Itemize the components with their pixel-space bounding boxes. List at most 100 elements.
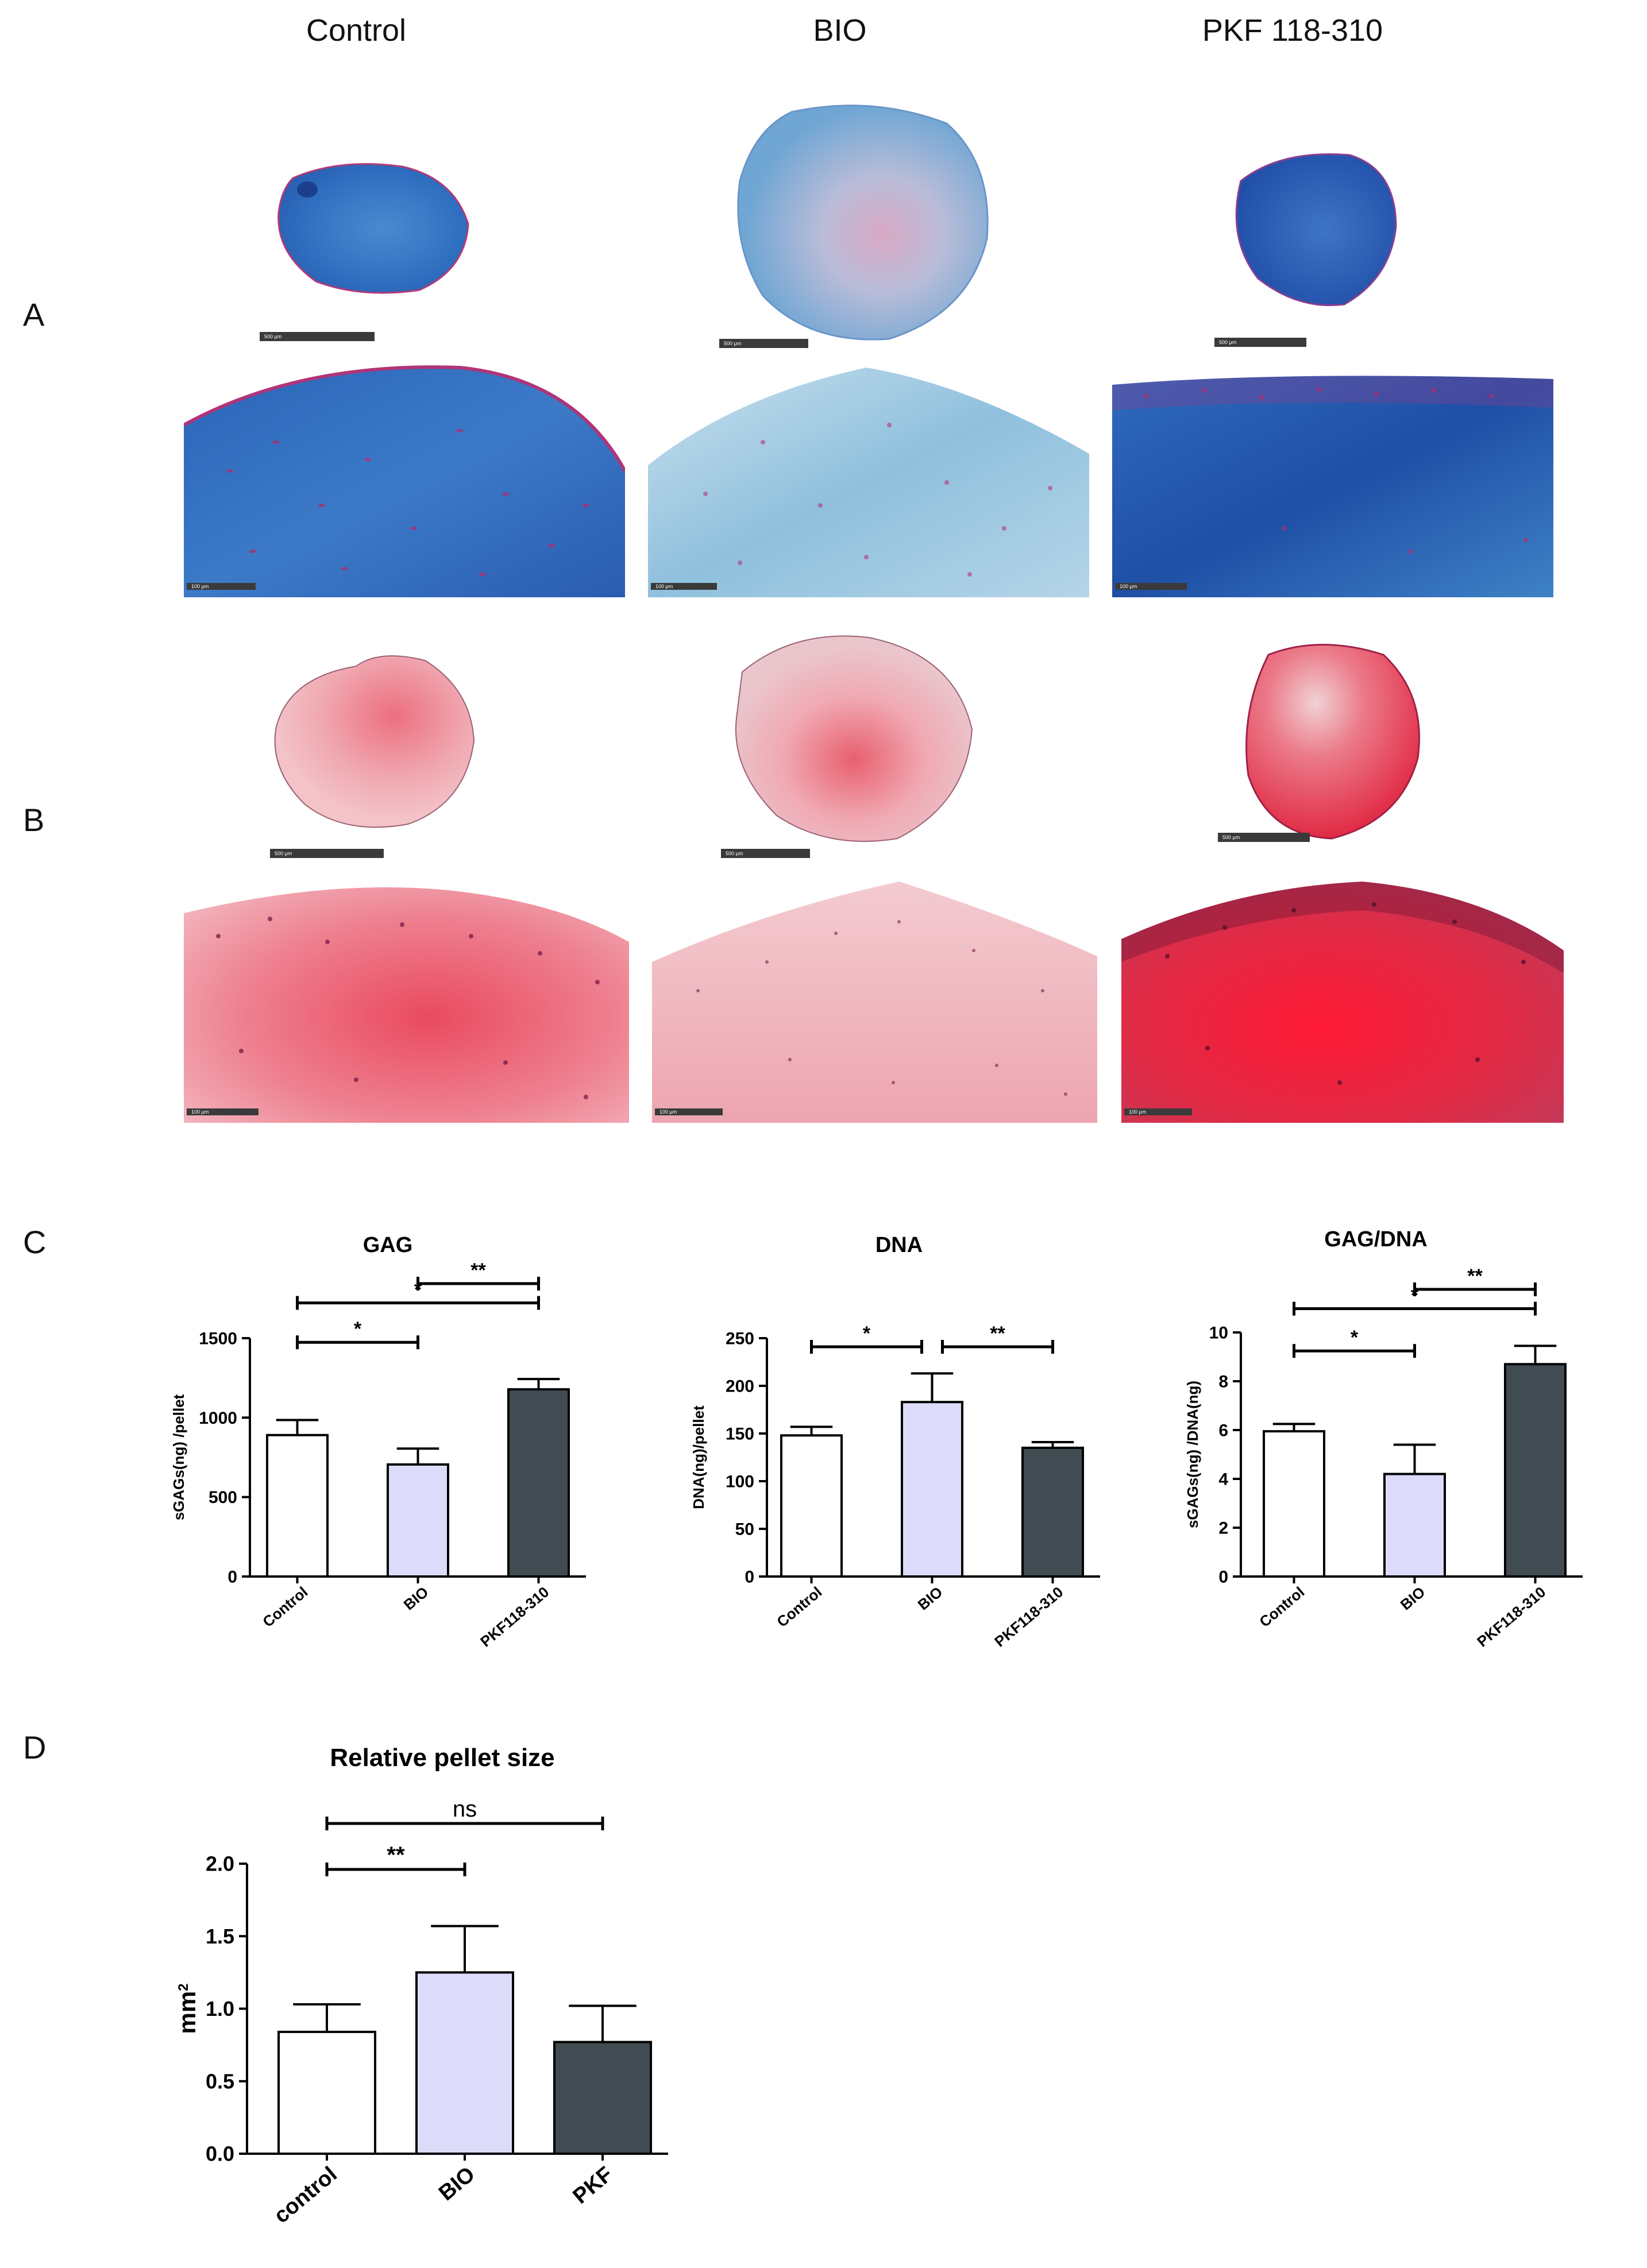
- bar: [1383, 1473, 1446, 1578]
- scale-bar: 500 μm: [721, 849, 810, 858]
- micrograph-a-pkf-detail: [1112, 356, 1553, 597]
- significance-label: *: [354, 1318, 362, 1340]
- panel-label-b: B: [23, 802, 45, 838]
- bar-chart-relative-pellet-size: Relative pellet size 0.0 0.5 1.0 1.5 2.0 mm2 co…: [173, 1744, 668, 2228]
- micrograph-b-bio-overview: [735, 635, 973, 842]
- scale-bar: 100 μm: [651, 583, 717, 590]
- bar: [266, 1434, 329, 1578]
- bar: [553, 2041, 652, 2155]
- micrograph-a-control-overview: [277, 163, 469, 294]
- bar-chart-gag: GAG 0 500 1000 1500 sGAGs(ng) /pellet Control B…: [170, 1233, 586, 1650]
- y-tick-label: 0: [1218, 1568, 1228, 1587]
- micrograph-b-pkf-overview: [1245, 644, 1420, 840]
- scale-bar-label: 500 μm: [275, 851, 292, 856]
- bar-chart-gag-dna: GAG/DNA 0 2 4 6 8 10 sGAGs(ng) /DNA(ng) Control B…: [1184, 1227, 1583, 1650]
- bar: [507, 1388, 570, 1578]
- y-tick-label: 6: [1218, 1421, 1228, 1440]
- bar: [901, 1401, 963, 1578]
- scale-bar-label: 500 μm: [726, 851, 743, 856]
- x-tick-label: Control: [1256, 1583, 1307, 1631]
- scale-bar: 100 μm: [187, 583, 256, 590]
- y-axis-label: DNA(ng)/pellet: [690, 1405, 707, 1509]
- bar: [1021, 1446, 1084, 1578]
- micrograph-a-control-detail: [184, 356, 625, 597]
- scale-bar-label: 100 μm: [659, 1109, 677, 1115]
- y-tick-label: 10: [1209, 1324, 1228, 1343]
- y-tick-label: 0: [745, 1568, 754, 1587]
- scale-bar-label: 100 μm: [1120, 584, 1137, 589]
- y-axis-label-superscript: 2: [176, 1983, 191, 1991]
- y-axis-label: mm2: [173, 1983, 200, 2034]
- y-tick-label: 8: [1218, 1373, 1228, 1392]
- y-axis-label: sGAGs(ng) /pellet: [170, 1394, 187, 1520]
- panel-label-a: A: [23, 296, 45, 333]
- scale-bar: 100 μm: [1124, 1108, 1192, 1115]
- chart-title: GAG/DNA: [1324, 1227, 1427, 1251]
- scale-bar: 100 μm: [187, 1108, 259, 1115]
- x-tick-label: PKF: [569, 2162, 618, 2209]
- panel-label-c: C: [23, 1224, 47, 1260]
- y-tick-label: 250: [726, 1330, 754, 1349]
- scale-bar: 500 μm: [1214, 338, 1306, 347]
- micrograph-a-pkf-overview: [1235, 153, 1397, 307]
- scale-bar-label: 100 μm: [655, 584, 673, 589]
- y-tick-label: 50: [735, 1520, 754, 1539]
- x-tick-label: BIO: [915, 1583, 946, 1614]
- scale-bar: 100 μm: [1115, 583, 1187, 590]
- significance-label: **: [387, 1842, 405, 1868]
- bar: [780, 1434, 843, 1578]
- bar: [1504, 1363, 1567, 1578]
- micrograph-a-bio-overview: [737, 105, 989, 341]
- significance-label: **: [470, 1259, 486, 1281]
- significance-label: **: [1467, 1265, 1483, 1287]
- scale-bar: 500 μm: [260, 332, 375, 341]
- panel-label-d: D: [23, 1729, 47, 1765]
- scale-bar: 500 μm: [1218, 833, 1310, 842]
- micrograph-b-pkf-detail: [1121, 876, 1564, 1123]
- y-tick-label: 1500: [199, 1330, 237, 1349]
- y-axis-label: sGAGs(ng) /DNA(ng): [1184, 1381, 1201, 1528]
- scale-bar-label: 500 μm: [1219, 339, 1237, 345]
- x-tick-label: BIO: [434, 2162, 480, 2206]
- bar: [415, 1971, 514, 2155]
- x-tick-label: BIO: [400, 1583, 432, 1614]
- x-tick-label: BIO: [1397, 1583, 1429, 1614]
- column-header-control: Control: [306, 13, 407, 48]
- chart-title: GAG: [363, 1233, 413, 1257]
- x-tick-label: PKF118-310: [991, 1583, 1066, 1651]
- x-tick-label: PKF118-310: [1474, 1583, 1549, 1651]
- y-tick-label: 1.5: [206, 1925, 234, 1948]
- y-tick-label: 0.5: [206, 2069, 234, 2093]
- scale-bar: 500 μm: [719, 339, 808, 348]
- scale-bar-label: 100 μm: [191, 584, 209, 589]
- significance-label: *: [863, 1323, 871, 1344]
- micrograph-b-control-overview: [274, 655, 475, 828]
- scale-bar-label: 100 μm: [191, 1109, 209, 1115]
- significance-label: *: [1351, 1327, 1359, 1349]
- column-header-bio: BIO: [813, 13, 867, 48]
- y-tick-label: 0: [227, 1568, 237, 1587]
- scale-bar-label: 500 μm: [724, 341, 742, 346]
- bar: [387, 1463, 449, 1578]
- micrograph-b-control-detail: [184, 879, 629, 1123]
- bar-chart-dna: DNA 0 50 100 150 200 250 DNA(ng)/pellet Control B…: [690, 1233, 1100, 1650]
- y-tick-label: 1000: [199, 1409, 237, 1428]
- micrograph-b-bio-detail: [652, 876, 1097, 1123]
- bar: [277, 2030, 376, 2155]
- micrograph-a-bio-detail: [648, 356, 1089, 597]
- scale-bar: 100 μm: [655, 1108, 723, 1115]
- scale-bar-label: 500 μm: [264, 334, 282, 339]
- significance-label: ns: [453, 1796, 477, 1822]
- scale-bar: 500 μm: [270, 849, 384, 858]
- y-tick-label: 2: [1218, 1519, 1228, 1538]
- y-tick-label: 150: [726, 1425, 754, 1444]
- y-tick-label: 4: [1218, 1470, 1228, 1489]
- y-tick-label: 500: [209, 1488, 237, 1507]
- y-tick-label: 200: [726, 1377, 754, 1396]
- scale-bar-label: 100 μm: [1129, 1109, 1147, 1115]
- x-tick-label: PKF118-310: [477, 1583, 552, 1651]
- x-tick-label: control: [269, 2162, 342, 2228]
- y-tick-label: 2.0: [206, 1852, 234, 1876]
- column-header-pkf: PKF 118-310: [1202, 13, 1383, 48]
